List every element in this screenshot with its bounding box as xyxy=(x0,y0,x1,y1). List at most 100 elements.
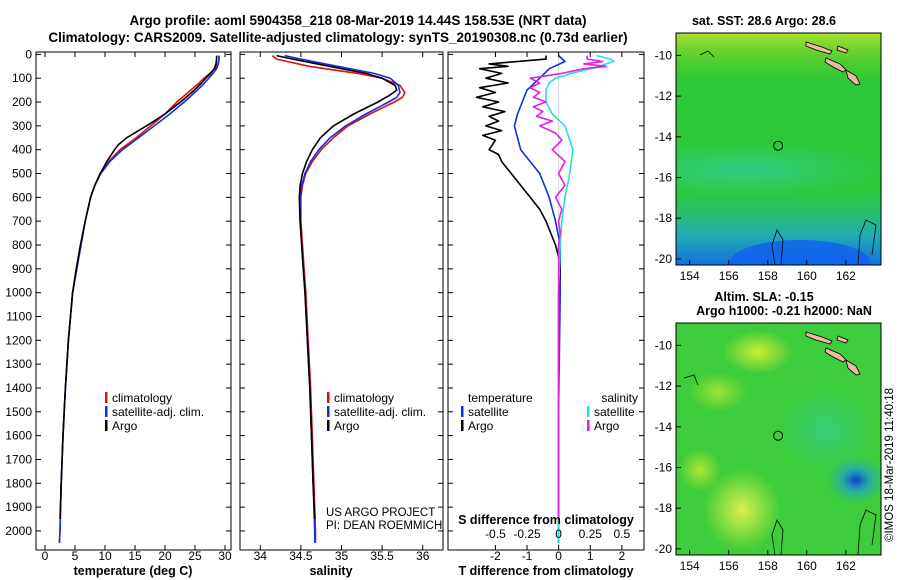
sla_map-ytick-label: -18 xyxy=(655,501,673,515)
salinity-legend: climatology satellite-adj. clim. Argo xyxy=(327,391,426,433)
legend-label-argo: Argo xyxy=(112,419,138,433)
sst_map-xtick-label: 154 xyxy=(680,269,700,283)
sla_map-ytick-label: -10 xyxy=(655,338,673,352)
depth-tick-label: 100 xyxy=(12,71,32,85)
legend-swatch-s-satellite xyxy=(587,406,590,417)
legend-label-satellite: satellite-adj. clim. xyxy=(334,405,426,419)
salinity-xtick-label: 36 xyxy=(416,549,430,563)
temperature-xtick-label: 0 xyxy=(42,549,49,563)
sst_map-ytick-label: -18 xyxy=(655,211,673,225)
sst_map-xtick-label: 162 xyxy=(836,269,856,283)
legend-title-temperature: temperature xyxy=(468,391,533,405)
depth-tick-label: 400 xyxy=(12,143,32,157)
legend-label-climatology: climatology xyxy=(112,391,172,405)
sla_map-ytick-label: -16 xyxy=(655,460,673,474)
legend-swatch-climatology xyxy=(327,392,330,403)
sst_map-ytick-label: -12 xyxy=(655,89,673,103)
depth-tick-label: 1100 xyxy=(6,309,32,323)
sst_map-ytick-label: -10 xyxy=(655,48,673,62)
sla_map-ytick-label: -20 xyxy=(655,542,673,556)
sst_map-xtick-label: 160 xyxy=(797,269,817,283)
depth-tick-label: 700 xyxy=(12,214,32,228)
temperature-xtick-label: 30 xyxy=(218,549,232,563)
temperature-series-climatology xyxy=(58,55,220,543)
depth-tick-label: 1700 xyxy=(5,452,32,466)
salinity-xtick-label: 35 xyxy=(335,549,349,563)
sst_map-ytick-label: -16 xyxy=(655,170,673,184)
salinity-series-climatology xyxy=(271,54,406,543)
legend-title-salinity: salinity xyxy=(601,391,638,405)
salinity-series-satellite-adj-clim- xyxy=(284,54,401,543)
salinity-xtick-label: 34.5 xyxy=(289,549,313,563)
sla-map-frame xyxy=(675,322,882,556)
depth-tick-label: 500 xyxy=(12,167,32,181)
legend-label-satellite: satellite-adj. clim. xyxy=(112,405,204,419)
depth-tick-label: 600 xyxy=(12,190,32,204)
legend-swatch-s-argo xyxy=(587,420,590,431)
sla-bathymetry-contours xyxy=(683,374,877,555)
difference-s-label: S difference from climatology xyxy=(458,513,634,527)
salinity-xlabel: salinity xyxy=(309,564,352,578)
depth-tick-label: 1200 xyxy=(5,333,32,347)
salinity-series-argo xyxy=(276,54,398,520)
difference-xlabel: T difference from climatology xyxy=(458,564,633,578)
depth-tick-label: 0 xyxy=(25,47,32,61)
credit-line2: PI: DEAN ROEMMICH xyxy=(326,520,442,532)
figure-title-line2: Climatology: CARS2009. Satellite-adjuste… xyxy=(48,30,627,45)
depth-tick-label: 1900 xyxy=(5,500,32,514)
legend-swatch-t-argo xyxy=(461,420,464,431)
sla_map-ytick-label: -12 xyxy=(655,379,673,393)
depth-tick-label: 200 xyxy=(12,95,32,109)
difference-s-tick-label: -0.5 xyxy=(485,527,506,541)
legend-label-s-argo: Argo xyxy=(594,419,620,433)
difference-series-argo-t- xyxy=(475,55,562,519)
sst-bathymetry-contours xyxy=(699,50,877,265)
legend-swatch-satellite xyxy=(105,406,108,417)
legend-label-t-satellite: satellite xyxy=(468,405,509,419)
sla-map: 154 156 158 160 162 -10 -12 -14 -16 -18 -20 xyxy=(655,322,882,573)
temperature-xtick-label: 5 xyxy=(72,549,79,563)
sla_map-xtick-label: 158 xyxy=(758,559,778,573)
difference-series-argo-s- xyxy=(529,55,607,519)
difference-xtick-label: -2 xyxy=(490,549,501,563)
difference-series-satellite-s- xyxy=(545,54,615,543)
temperature-xlabel: temperature (deg C) xyxy=(74,564,193,578)
difference-xtick-label: -1 xyxy=(522,549,533,563)
depth-tick-label: 800 xyxy=(12,238,32,252)
difference-s-tick-label: 0.25 xyxy=(579,527,603,541)
depth-tick-label: 1600 xyxy=(5,429,32,443)
difference-s-tick-label: -0.25 xyxy=(513,527,541,541)
difference-xtick-label: 1 xyxy=(587,549,594,563)
credit-line1: US ARGO PROJECT xyxy=(326,507,435,519)
legend-label-s-satellite: satellite xyxy=(594,405,635,419)
temperature-series-argo xyxy=(59,55,218,520)
legend-label-t-argo: Argo xyxy=(468,419,494,433)
sst_map-xtick-label: 158 xyxy=(758,269,778,283)
salinity-xtick-label: 35.5 xyxy=(370,549,394,563)
temperature-xtick-label: 20 xyxy=(158,549,172,563)
difference-xtick-label: 0 xyxy=(555,549,562,563)
sla-argo-position-marker xyxy=(773,430,784,441)
temperature-series-satellite-adj-clim- xyxy=(58,55,220,543)
depth-tick-label: 2000 xyxy=(5,524,32,538)
depth-tick-label: 300 xyxy=(12,119,32,133)
sla-map-subtitle: Argo h1000: -0.21 h2000: NaN xyxy=(696,304,872,318)
imos-timestamp: ©IMOS 18-Mar-2019 11:40:18 xyxy=(884,388,896,542)
figure-title-line1: Argo profile: aoml 5904358_218 08-Mar-20… xyxy=(130,13,587,28)
difference-series-satellite-t- xyxy=(513,55,566,543)
sla-map-title: Altim. SLA: -0.15 xyxy=(714,290,813,304)
sst_map-ytick-label: -20 xyxy=(655,252,673,266)
depth-tick-label: 1300 xyxy=(5,357,32,371)
difference-s-tick-label: 0.5 xyxy=(614,527,631,541)
depth-tick-label: 1000 xyxy=(5,286,32,300)
legend-swatch-argo xyxy=(327,420,330,431)
difference-panel: -2 -1 0 1 2 -0.5 -0.25 0 0.25 0.5 T difference fr… xyxy=(447,51,645,578)
sst-argo-position-marker xyxy=(773,140,784,151)
legend-swatch-t-satellite xyxy=(461,406,464,417)
difference-xtick-label: 2 xyxy=(619,549,626,563)
difference-legend: temperature satellite Argo salinity sate… xyxy=(461,391,638,433)
sla_map-xtick-label: 162 xyxy=(836,559,856,573)
legend-label-argo: Argo xyxy=(334,419,360,433)
depth-tick-label: 1500 xyxy=(5,405,32,419)
sla-land-islands xyxy=(805,331,861,376)
